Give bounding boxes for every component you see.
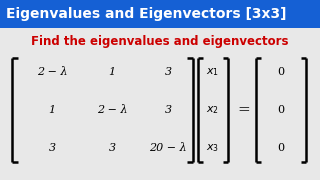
Text: 0: 0 [277, 67, 284, 77]
Text: 2 − λ: 2 − λ [37, 67, 67, 77]
Text: =: = [238, 103, 250, 117]
Text: Eigenvalues and Eigenvectors [3x3]: Eigenvalues and Eigenvectors [3x3] [6, 7, 286, 21]
Bar [0, 0, 320, 28]
Text: $x_3$: $x_3$ [206, 142, 220, 154]
Text: 3: 3 [108, 143, 116, 153]
Text: 3: 3 [164, 105, 172, 115]
Text: $x_1$: $x_1$ [206, 66, 220, 78]
Text: 0: 0 [277, 143, 284, 153]
Text: 0: 0 [277, 105, 284, 115]
Text: $x_2$: $x_2$ [206, 104, 220, 116]
Text: 1: 1 [48, 105, 56, 115]
Text: 20 − λ: 20 − λ [149, 143, 187, 153]
Text: 1: 1 [108, 67, 116, 77]
Text: Find the eigenvalues and eigenvectors: Find the eigenvalues and eigenvectors [31, 35, 289, 48]
Text: 3: 3 [164, 67, 172, 77]
Text: 2 − λ: 2 − λ [97, 105, 127, 115]
Text: 3: 3 [48, 143, 56, 153]
